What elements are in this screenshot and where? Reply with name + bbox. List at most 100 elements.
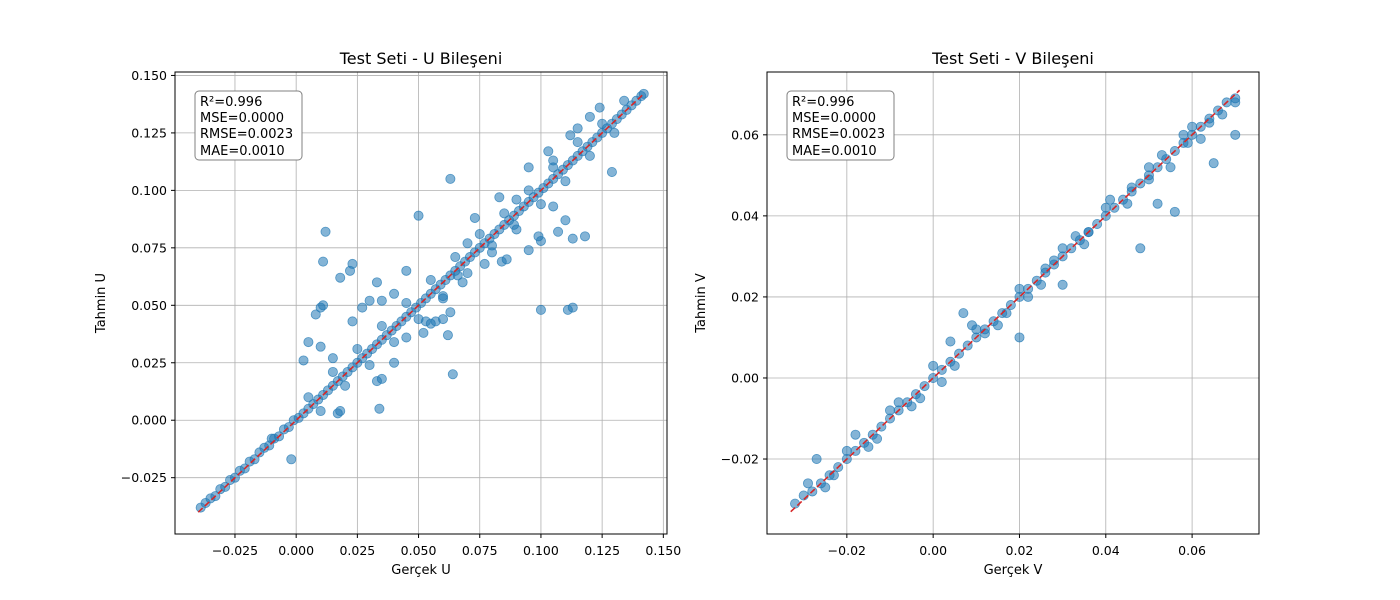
data-point bbox=[958, 308, 969, 319]
data-point bbox=[872, 433, 883, 444]
data-point bbox=[1152, 198, 1163, 209]
grid-lines bbox=[767, 72, 1259, 534]
data-point bbox=[389, 357, 400, 368]
data-point bbox=[535, 199, 546, 210]
data-point bbox=[1057, 279, 1068, 290]
data-point bbox=[445, 173, 456, 184]
data-point bbox=[371, 277, 382, 288]
data-point bbox=[462, 268, 473, 279]
data-point bbox=[523, 162, 534, 173]
data-point bbox=[863, 441, 874, 452]
y-tick-label: 0.06 bbox=[731, 127, 759, 142]
data-point bbox=[992, 320, 1003, 331]
data-point bbox=[523, 245, 534, 256]
data-point bbox=[1230, 97, 1241, 108]
data-point bbox=[376, 295, 387, 306]
y-tick-label: −0.02 bbox=[721, 452, 759, 467]
data-point bbox=[533, 231, 544, 242]
data-point bbox=[523, 185, 534, 196]
data-point bbox=[376, 320, 387, 331]
x-tick-label: 0.050 bbox=[401, 543, 437, 558]
data-point bbox=[572, 123, 583, 134]
plot-frame bbox=[174, 71, 668, 535]
x-tick-label: 0.000 bbox=[278, 543, 314, 558]
data-point bbox=[1187, 121, 1198, 132]
data-point bbox=[560, 176, 571, 187]
data-point bbox=[885, 405, 896, 416]
data-point bbox=[1143, 162, 1154, 173]
x-tick-label: 0.04 bbox=[1092, 543, 1120, 558]
data-point bbox=[494, 192, 505, 203]
data-point bbox=[327, 353, 338, 364]
chart-title: Test Seti - V Bileşeni bbox=[931, 49, 1094, 68]
data-point bbox=[452, 270, 463, 281]
data-point bbox=[357, 302, 368, 313]
data-point bbox=[320, 226, 331, 237]
data-point bbox=[310, 309, 321, 320]
y-tick-label: 0.100 bbox=[131, 183, 167, 198]
data-point bbox=[479, 258, 490, 269]
y-tick-label: 0.075 bbox=[131, 240, 167, 255]
data-point bbox=[401, 265, 412, 276]
data-point bbox=[1230, 129, 1241, 140]
data-point bbox=[332, 408, 343, 419]
u-component-chart: Test Seti - U Bileşeni −0.025 0.000 0.025 0… bbox=[94, 49, 681, 578]
x-tick-label: 0.06 bbox=[1178, 543, 1206, 558]
x-tick-label: 0.075 bbox=[462, 543, 498, 558]
data-point bbox=[841, 445, 852, 456]
data-point bbox=[1014, 283, 1025, 294]
reference-line bbox=[197, 93, 645, 513]
data-point bbox=[474, 229, 485, 240]
data-point bbox=[352, 343, 363, 354]
stats-box: R²=0.996 MSE=0.0000 RMSE=0.0023 MAE=0.00… bbox=[786, 90, 895, 161]
data-point bbox=[811, 454, 822, 465]
data-point bbox=[1070, 231, 1081, 242]
stat-mae: MAE=0.0010 bbox=[792, 144, 877, 159]
data-point bbox=[594, 102, 605, 113]
data-point bbox=[572, 137, 583, 148]
stat-r2: R²=0.996 bbox=[200, 95, 262, 110]
data-point bbox=[1079, 239, 1090, 250]
y-axis-label: Tahmin U bbox=[94, 273, 109, 334]
data-point bbox=[584, 150, 595, 161]
stats-box: R²=0.996 MSE=0.0000 RMSE=0.0023 MAE=0.00… bbox=[194, 90, 303, 161]
data-point bbox=[945, 336, 956, 347]
y-tick-label: 0.02 bbox=[731, 289, 759, 304]
data-point bbox=[548, 201, 559, 212]
x-tick-label: 0.150 bbox=[645, 543, 681, 558]
data-point bbox=[425, 275, 436, 286]
data-point bbox=[401, 297, 412, 308]
x-tick-label: −0.025 bbox=[212, 543, 258, 558]
data-point bbox=[418, 327, 429, 338]
stat-mse: MSE=0.0000 bbox=[200, 111, 284, 126]
data-point bbox=[1014, 332, 1025, 343]
data-point bbox=[286, 454, 297, 465]
grid-lines bbox=[175, 72, 667, 534]
y-tick-label: 0.04 bbox=[731, 208, 759, 223]
data-point bbox=[509, 219, 520, 230]
data-point bbox=[298, 355, 309, 366]
x-tick-label: 0.025 bbox=[339, 543, 375, 558]
data-point bbox=[511, 194, 522, 205]
data-point bbox=[1100, 202, 1111, 213]
data-point bbox=[438, 314, 449, 325]
data-point bbox=[303, 392, 314, 403]
data-point bbox=[442, 330, 453, 341]
plot-frame bbox=[766, 71, 1260, 535]
data-point bbox=[315, 302, 326, 313]
data-point bbox=[327, 366, 338, 377]
data-point bbox=[906, 401, 917, 412]
data-point bbox=[543, 146, 554, 157]
y-axis-ticks: −0.02 0.00 0.02 0.04 0.06 bbox=[721, 127, 767, 467]
data-point bbox=[1105, 194, 1116, 205]
data-point bbox=[401, 332, 412, 343]
data-point bbox=[597, 118, 608, 129]
data-point bbox=[315, 406, 326, 417]
y-tick-label: 0.00 bbox=[731, 370, 759, 385]
data-point bbox=[1036, 279, 1047, 290]
data-point bbox=[371, 376, 382, 387]
y-tick-label: 0.000 bbox=[131, 413, 167, 428]
data-point bbox=[389, 288, 400, 299]
data-point bbox=[850, 429, 861, 440]
